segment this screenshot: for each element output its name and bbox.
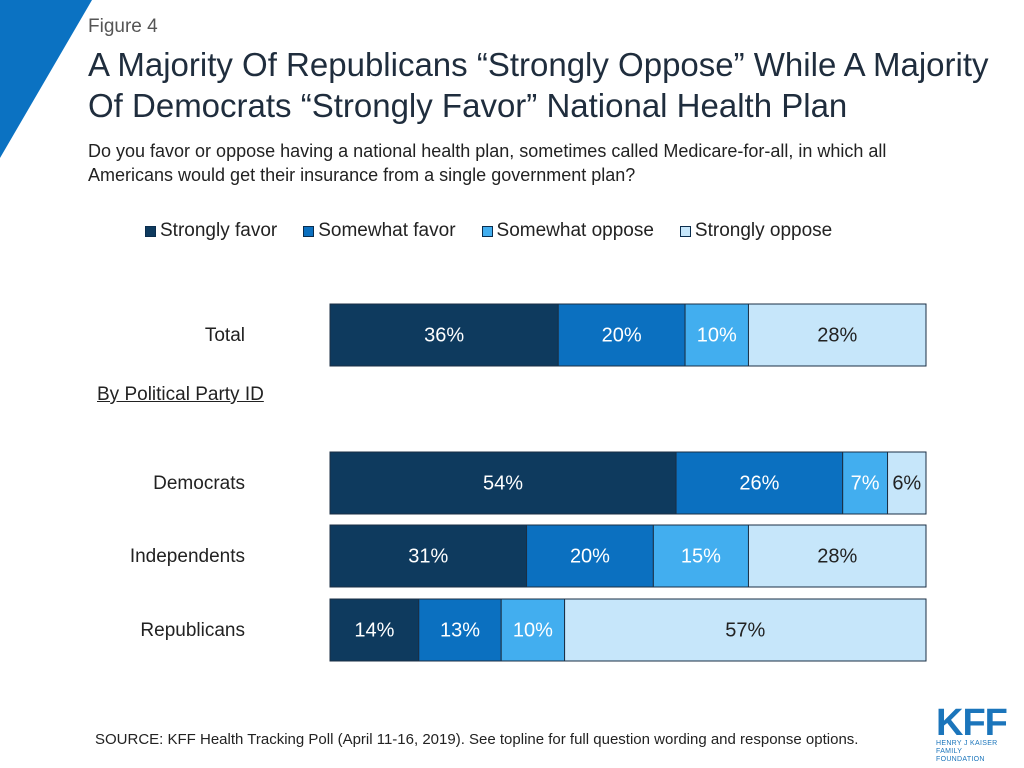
row-label-total: Total <box>205 325 245 346</box>
data-label-total-strongly-oppose: 28% <box>817 324 857 346</box>
legend-label: Strongly oppose <box>694 220 833 241</box>
bar-republicans-somewhat-oppose <box>500 598 566 662</box>
legend: Strongly favor Somewhat favor Somewhat opp… <box>145 219 858 243</box>
bar-republicans-strongly-oppose <box>564 598 927 662</box>
bar-total-strongly-favor <box>329 303 559 367</box>
legend-label: Somewhat oppose <box>496 220 654 241</box>
legend-swatch <box>481 225 493 237</box>
data-label-independents-strongly-oppose: 28% <box>817 545 857 567</box>
legend-label: Strongly favor <box>160 220 278 241</box>
bar-democrats-strongly-favor <box>329 451 677 515</box>
data-label-independents-strongly-favor: 31% <box>408 545 448 567</box>
kff-logo: KFF HENRY J KAISER FAMILY FOUNDATION <box>936 702 1012 764</box>
source-note: SOURCE: KFF Health Tracking Poll (April … <box>95 731 859 748</box>
bar-republicans-somewhat-favor <box>418 598 502 662</box>
data-label-republicans-strongly-oppose: 57% <box>725 619 765 641</box>
row-label-independents: Independents <box>130 546 245 567</box>
chart-title: A Majority Of Republicans “Strongly Oppo… <box>88 46 989 124</box>
corner-accent-triangle <box>0 0 92 158</box>
logo-line-2: FAMILY FOUNDATION <box>936 748 985 763</box>
bar-democrats-strongly-oppose <box>887 451 927 515</box>
legend-item-somewhat-favor: Somewhat favor <box>303 220 456 242</box>
bar-independents-strongly-favor <box>329 524 528 588</box>
data-label-democrats-somewhat-favor: 26% <box>739 472 779 494</box>
data-label-democrats-strongly-oppose: 6% <box>892 472 921 494</box>
bar-independents-strongly-oppose <box>747 524 927 588</box>
data-label-independents-somewhat-oppose: 15% <box>681 545 721 567</box>
data-label-independents-somewhat-favor: 20% <box>570 545 610 567</box>
data-label-republicans-strongly-favor: 14% <box>354 619 394 641</box>
logo-line-1: HENRY J KAISER <box>936 740 998 747</box>
data-label-total-somewhat-oppose: 10% <box>697 324 737 346</box>
bar-total-strongly-oppose <box>747 303 927 367</box>
bar-republicans-strongly-favor <box>329 598 420 662</box>
legend-swatch <box>679 225 691 237</box>
stacked-bar-chart: Total 36% 20% 10% 28% Democrats 54% 26% 7% 6% Inde… <box>130 303 927 662</box>
chart-subtitle: Do you favor or oppose having a national… <box>88 141 887 185</box>
data-label-total-somewhat-favor: 20% <box>602 324 642 346</box>
data-label-total-strongly-favor: 36% <box>424 324 464 346</box>
row-label-democrats: Democrats <box>153 473 245 494</box>
bar-democrats-somewhat-oppose <box>842 451 889 515</box>
data-label-democrats-strongly-favor: 54% <box>483 472 523 494</box>
legend-item-somewhat-oppose: Somewhat oppose <box>481 220 654 242</box>
legend-swatch <box>145 225 156 237</box>
bar-democrats-somewhat-favor <box>675 451 844 515</box>
row-label-republicans: Republicans <box>140 620 245 641</box>
group-label-party-id: By Political Party ID <box>97 384 264 405</box>
legend-item-strongly-oppose: Strongly oppose <box>679 220 833 242</box>
data-label-republicans-somewhat-favor: 13% <box>440 619 480 641</box>
legend-item-strongly-favor: Strongly favor <box>145 220 277 242</box>
data-label-republicans-somewhat-oppose: 10% <box>513 619 553 641</box>
data-label-democrats-somewhat-oppose: 7% <box>851 472 880 494</box>
figure-label: Figure 4 <box>88 16 158 37</box>
legend-swatch <box>303 225 315 237</box>
legend-label: Somewhat favor <box>318 220 456 241</box>
logo-mark: KFF <box>936 702 1008 744</box>
